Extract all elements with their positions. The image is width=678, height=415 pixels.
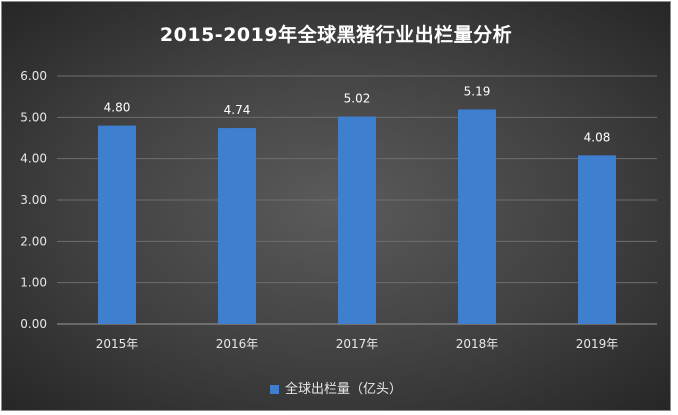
x-tick-label: 2019年: [576, 337, 619, 351]
data-label: 4.74: [224, 103, 251, 117]
y-tick-label: 5.00: [20, 110, 47, 124]
data-label: 5.02: [344, 92, 371, 106]
x-tick-label: 2018年: [456, 337, 499, 351]
y-tick-label: 0.00: [20, 317, 47, 331]
bar: [98, 125, 136, 324]
y-tick-label: 3.00: [20, 193, 47, 207]
x-tick-label: 2015年: [96, 337, 139, 351]
bar: [338, 116, 376, 324]
y-tick-label: 2.00: [20, 234, 47, 248]
y-tick-label: 1.00: [20, 276, 47, 290]
data-label: 5.19: [464, 84, 491, 98]
legend: 全球出栏量（亿头）: [2, 378, 670, 397]
bar: [218, 128, 256, 324]
bar: [578, 155, 616, 324]
x-tick-label: 2017年: [336, 337, 379, 351]
chart-title: 2015-2019年全球黑猪行业出栏量分析: [159, 24, 513, 46]
y-tick-label: 6.00: [20, 69, 47, 83]
chart-plot: 0.00 1.00 2.00 3.00 4.00 5.00 6.00 4.80 2015年 4.7…: [20, 69, 657, 351]
data-label: 4.80: [104, 101, 131, 115]
chart-frame: 2015-2019年全球黑猪行业出栏量分析 0.00 1.00 2.00 3.00 4.…: [1, 1, 671, 411]
y-tick-label: 4.00: [20, 152, 47, 166]
x-tick-label: 2016年: [216, 337, 259, 351]
legend-label: 全球出栏量（亿头）: [284, 382, 402, 397]
data-label: 4.08: [584, 130, 611, 144]
bar: [458, 109, 496, 324]
legend-swatch: [269, 385, 279, 394]
